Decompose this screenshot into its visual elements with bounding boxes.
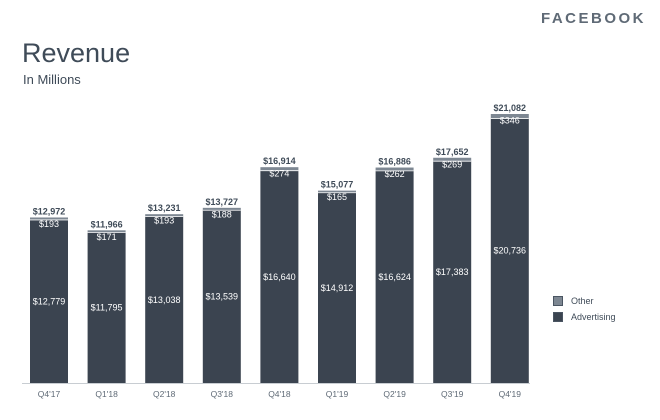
data-label-advertising: $17,383 (436, 267, 469, 277)
x-tick-label: Q3'18 (211, 389, 234, 399)
legend-label-advertising: Advertising (571, 312, 616, 322)
legend: Other Advertising (553, 296, 616, 328)
x-tick-label: Q1'18 (95, 389, 118, 399)
total-label: $12,972 (33, 206, 66, 216)
data-label-other: $165 (327, 192, 347, 202)
data-label-advertising: $12,779 (33, 296, 66, 306)
bar-other (490, 114, 529, 119)
bar-other (433, 157, 472, 162)
bar-advertising (202, 210, 241, 383)
bar-advertising (87, 232, 126, 383)
bar-other (260, 167, 299, 171)
data-label-other: $193 (39, 219, 59, 229)
x-tick-label: Q4'17 (38, 389, 61, 399)
total-label: $21,082 (494, 103, 527, 113)
legend-swatch-advertising (553, 312, 563, 322)
total-label: $13,727 (206, 197, 239, 207)
x-tick-label: Q4'18 (268, 389, 291, 399)
data-label-advertising: $13,539 (206, 292, 239, 302)
bar-other (202, 207, 241, 211)
total-label: $13,231 (148, 203, 181, 213)
bar-advertising (433, 161, 472, 383)
bar-advertising (375, 170, 414, 383)
data-label-other: $193 (154, 216, 174, 226)
bar-advertising (30, 219, 68, 383)
x-tick-label: Q1'19 (326, 389, 349, 399)
chart-subtitle: In Millions (23, 72, 81, 87)
data-label-advertising: $16,624 (378, 272, 411, 282)
brand-logo: FACEBOOK (540, 10, 646, 27)
bar-advertising (145, 216, 184, 383)
x-tick-label: Q3'19 (441, 389, 464, 399)
total-label: $16,914 (263, 156, 296, 166)
data-label-other: $346 (500, 116, 520, 126)
legend-item-other: Other (553, 296, 616, 306)
bar-advertising (260, 170, 299, 383)
bar-advertising (318, 192, 356, 383)
data-label-other: $262 (385, 169, 405, 179)
x-tick-label: Q4'19 (499, 389, 522, 399)
data-label-advertising: $13,038 (148, 295, 181, 305)
x-tick-label: Q2'19 (383, 389, 406, 399)
data-label-advertising: $20,736 (494, 246, 527, 256)
bar-other (318, 190, 356, 193)
bar-other (145, 214, 184, 217)
data-label-other: $274 (269, 169, 289, 179)
chart-title: Revenue (22, 38, 131, 68)
data-label-advertising: $14,912 (321, 283, 354, 293)
data-label-other: $171 (97, 232, 117, 242)
legend-swatch-other (553, 296, 563, 306)
total-label: $16,886 (378, 157, 411, 167)
data-label-other: $269 (442, 159, 462, 169)
data-label-advertising: $16,640 (263, 272, 296, 282)
total-label: $15,077 (321, 180, 354, 190)
bar-other (87, 230, 126, 233)
data-label-other: $188 (212, 209, 232, 219)
legend-item-advertising: Advertising (553, 312, 616, 322)
data-label-advertising: $11,795 (91, 303, 123, 313)
bar-other (30, 217, 68, 220)
total-label: $17,652 (436, 147, 469, 157)
legend-label-other: Other (571, 296, 594, 306)
bar-other (375, 167, 414, 171)
total-label: $11,966 (91, 219, 123, 229)
bar-advertising (490, 118, 529, 383)
x-tick-label: Q2'18 (153, 389, 176, 399)
